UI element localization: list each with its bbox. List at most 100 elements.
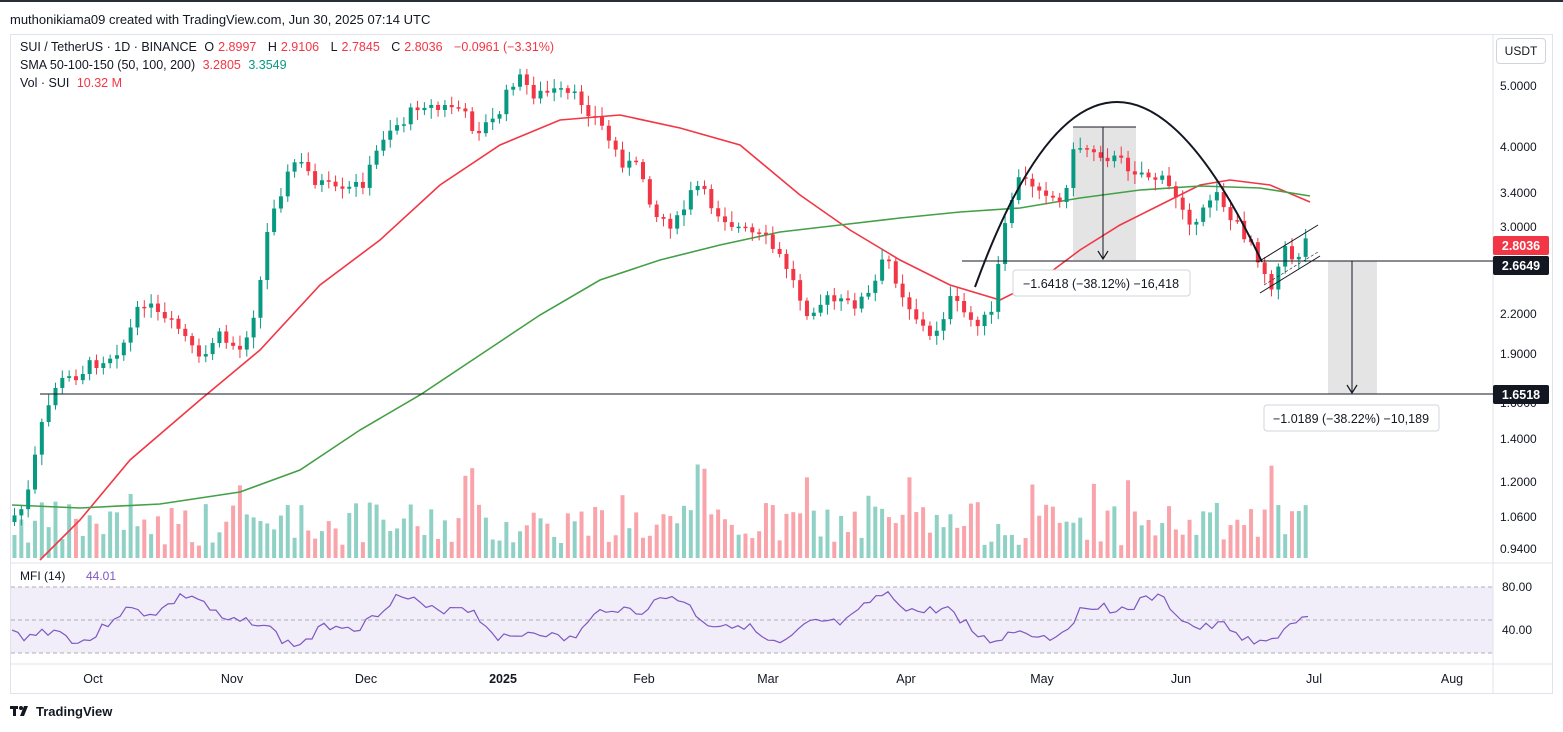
candle-body	[606, 125, 611, 141]
candle-body	[518, 74, 523, 87]
mfi-value: 44.01	[86, 569, 116, 583]
volume-bar	[709, 514, 714, 558]
candle-body	[982, 314, 987, 327]
legend-close: 2.8036	[404, 40, 443, 54]
candle-body	[101, 363, 106, 368]
volume-bar	[73, 518, 78, 558]
volume-bar	[661, 514, 666, 558]
candle-body	[470, 111, 475, 131]
volume-bar	[955, 527, 960, 558]
tradingview-logo[interactable]: TradingView	[10, 704, 112, 719]
legend-sma[interactable]: SMA 50-100-150 (50, 100, 200) 3.2805 3.3…	[20, 58, 291, 72]
legend-vol-value: 10.32 M	[76, 76, 122, 90]
candle-body	[1146, 172, 1151, 178]
volume-bar	[545, 523, 550, 558]
candle-body	[203, 354, 208, 357]
candle-body	[497, 114, 502, 119]
volume-bar	[743, 533, 748, 558]
tradingview-brand: TradingView	[36, 704, 113, 719]
legend-change: −0.0961 (−3.31%)	[454, 40, 555, 54]
candle-body	[962, 300, 967, 313]
volume-bar	[962, 525, 967, 558]
volume-bar	[668, 516, 673, 558]
candle-body	[251, 317, 256, 338]
x-tick-may: May	[1030, 672, 1054, 686]
candle-body	[272, 208, 277, 233]
candle-body	[265, 232, 270, 280]
volume-bar	[996, 524, 1001, 558]
candle-body	[395, 125, 400, 131]
candle-body	[237, 345, 242, 350]
volume-bar	[1146, 520, 1151, 558]
candle-body	[422, 107, 427, 111]
volume-bar	[292, 537, 297, 558]
volume-bar	[1249, 509, 1254, 558]
measure-arrow-1-head	[1097, 250, 1109, 261]
volume-bar	[299, 505, 304, 558]
volume-bar	[565, 513, 570, 558]
volume-bar	[552, 536, 557, 558]
candle-body	[1044, 190, 1049, 196]
volume-bar	[196, 545, 201, 558]
candle-body	[531, 84, 536, 99]
volume-bar	[333, 528, 338, 558]
candle-body	[1037, 186, 1042, 191]
volume-bar	[859, 537, 864, 558]
volume-bar	[1105, 510, 1110, 558]
volume-bar	[1173, 529, 1178, 558]
candle-body	[190, 336, 195, 346]
volume-bar	[886, 517, 891, 558]
volume-bar	[675, 523, 680, 558]
candle-body	[210, 343, 215, 355]
volume-bar	[968, 503, 973, 558]
volume-bar	[695, 464, 700, 558]
legend-volume[interactable]: Vol · SUI 10.32 M	[20, 76, 126, 90]
candle-body	[852, 300, 857, 309]
candle-body	[1262, 262, 1267, 275]
volume-bar	[586, 535, 591, 558]
candle-body	[73, 376, 78, 381]
volume-bar	[1221, 539, 1226, 558]
volume-bar	[114, 512, 119, 558]
candle-body	[572, 91, 577, 93]
currency-button[interactable]: USDT	[1496, 38, 1546, 64]
mfi-band	[11, 587, 1493, 653]
candle-body	[436, 104, 441, 110]
legend-symbol[interactable]: SUI / TetherUS · 1D · BINANCE	[20, 40, 197, 54]
candle-body	[545, 90, 550, 93]
candle-body	[1180, 197, 1185, 210]
candle-body	[442, 105, 447, 110]
candle-body	[299, 162, 304, 164]
candle-body	[415, 107, 420, 111]
candle-body	[586, 105, 591, 117]
candle-body	[490, 118, 495, 123]
mfi-tick-80: 80.00	[1502, 580, 1532, 594]
volume-bar	[347, 513, 352, 558]
price-badge-2-6649-bg	[1493, 256, 1549, 275]
legend-open: 2.8997	[218, 40, 257, 54]
candle-body	[675, 215, 680, 229]
volume-bar	[914, 512, 919, 558]
volume-bar	[354, 503, 359, 558]
volume-bar	[1269, 465, 1274, 558]
candle-body	[1078, 148, 1083, 150]
candle-body	[46, 405, 51, 422]
candle-body	[818, 304, 823, 313]
volume-bar	[593, 506, 598, 558]
volume-bar	[818, 536, 823, 558]
volume-bar	[1037, 515, 1042, 558]
rounding-top-arc	[974, 101, 1263, 288]
volume-bar	[490, 539, 495, 558]
candle-body	[1160, 175, 1165, 180]
candle-body	[593, 116, 598, 118]
candle-body	[1242, 220, 1247, 240]
candle-body	[716, 208, 721, 217]
candle-body	[19, 509, 24, 516]
volume-bar	[121, 529, 126, 558]
volume-bar	[1003, 535, 1008, 558]
volume-bar	[538, 518, 543, 558]
candle-body	[620, 149, 625, 168]
candle-body	[1235, 220, 1240, 222]
